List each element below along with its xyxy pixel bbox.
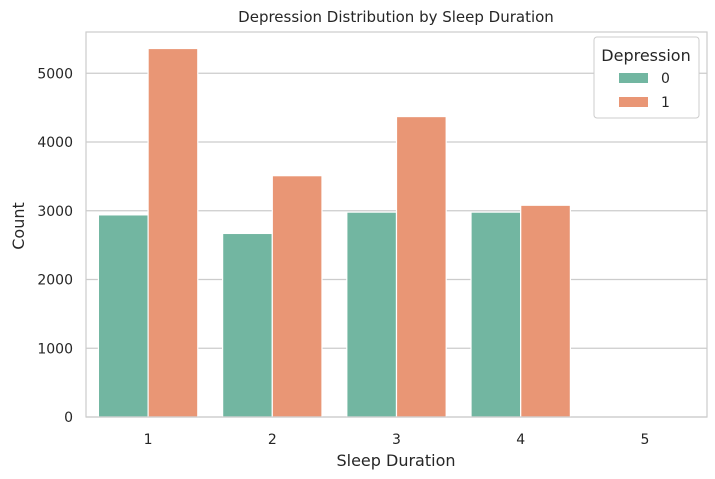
y-tick-label: 5000 (37, 66, 73, 82)
legend-items: 01 (619, 71, 670, 111)
x-tick-label: 2 (268, 432, 277, 448)
x-tick-label: 4 (516, 432, 525, 448)
x-tick-label: 1 (144, 432, 153, 448)
y-tick-label: 4000 (37, 135, 73, 151)
x-axis-label: Sleep Duration (336, 451, 455, 470)
y-tick-label: 0 (64, 410, 73, 426)
bar-3-depression-0 (346, 211, 398, 418)
legend-swatch-0 (619, 73, 648, 83)
legend-label-0: 0 (661, 71, 670, 87)
bar-2-depression-1 (271, 175, 323, 418)
y-tick-label: 2000 (37, 273, 73, 289)
bar-1-depression-1 (147, 47, 199, 418)
plot-frame (85, 31, 708, 418)
bar-2-depression-0 (222, 232, 273, 418)
legend-label-1: 1 (661, 95, 670, 111)
legend-swatch-1 (619, 97, 648, 107)
bars (97, 47, 571, 418)
x-tick-label: 5 (640, 432, 649, 448)
x-tick-label: 3 (392, 432, 401, 448)
bar-1-depression-0 (97, 214, 149, 418)
y-tick-labels: 0 1000 2000 3000 4000 5000 (37, 66, 73, 426)
y-tick-label: 1000 (37, 341, 73, 357)
y-axis-label: Count (9, 202, 28, 250)
bar-4-depression-0 (470, 211, 522, 418)
legend-title: Depression (601, 46, 690, 65)
chart-title: Depression Distribution by Sleep Duratio… (238, 8, 554, 26)
legend: Depression 01 (593, 36, 700, 119)
bar-3-depression-1 (395, 115, 447, 418)
bar-4-depression-1 (520, 204, 571, 418)
x-tick-labels: 1 2 3 4 5 (144, 432, 650, 448)
y-tick-label: 3000 (37, 204, 73, 220)
